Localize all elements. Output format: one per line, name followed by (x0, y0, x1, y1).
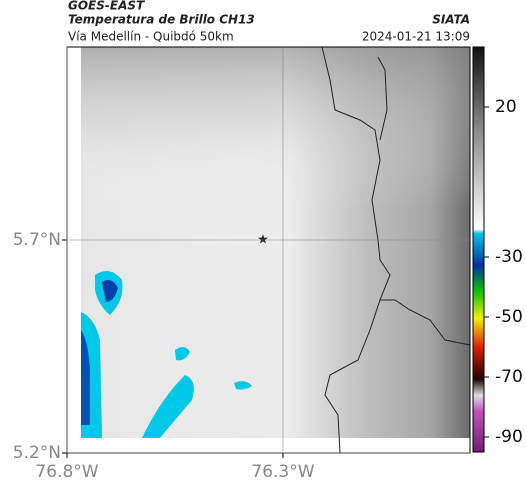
source: GOES-EAST (68, 0, 145, 13)
brand: SIATA (432, 13, 470, 27)
colorbar-tick-label: -30 (495, 247, 523, 267)
lon-tick-label: 76.3°W (251, 462, 314, 482)
colorbar-tick-label: -70 (495, 367, 523, 387)
title: Temperatura de Brillo CH13 (68, 13, 255, 27)
colorbar-tick-label: -90 (495, 427, 523, 447)
colorbar (472, 46, 485, 453)
map-image: ★ (67, 47, 470, 453)
lat-tick-label: 5.7°N (13, 230, 61, 250)
subtitle: Vía Medellín - Quibdó 50km (68, 30, 234, 44)
timestamp: 2024-01-21 13:09 (362, 30, 470, 44)
colorbar-tick-label: 20 (495, 97, 517, 117)
lat-tick-label: 5.2°N (13, 443, 61, 463)
lon-tick-label: 76.8°W (35, 462, 98, 482)
colorbar-tick-label: -50 (495, 307, 523, 327)
